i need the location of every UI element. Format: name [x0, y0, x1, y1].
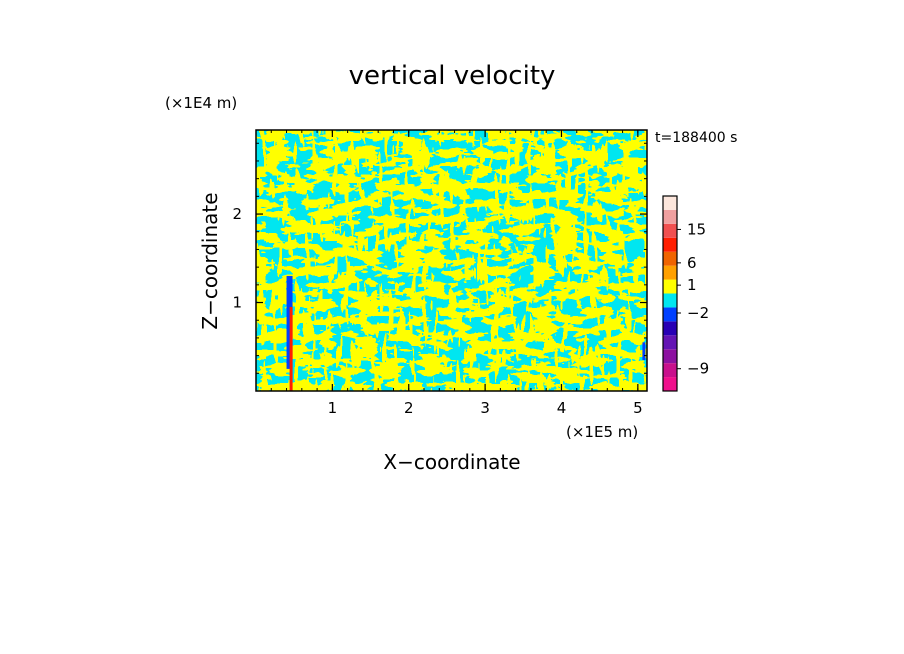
colorbar-swatch — [663, 251, 677, 266]
colorbar-label: 15 — [687, 220, 706, 238]
field-positive-upper — [256, 130, 647, 300]
updraft-streak — [289, 306, 293, 391]
colorbar-swatch — [663, 349, 677, 364]
colorbar-swatch — [663, 321, 677, 336]
chart-title: vertical velocity — [349, 61, 556, 91]
colorbar-label: 6 — [687, 254, 697, 272]
x-tick-label: 2 — [404, 399, 414, 417]
colorbar: 15 6 1 −2 −9 — [662, 195, 709, 392]
colorbar-label: −2 — [687, 304, 709, 322]
edge-streak — [642, 342, 646, 361]
colorbar-swatch — [663, 363, 677, 378]
colorbar-label: −9 — [687, 360, 709, 378]
colorbar-label: 1 — [687, 276, 697, 294]
x-tick-label: 4 — [557, 399, 567, 417]
time-label: t=188400 s — [655, 130, 737, 146]
x-unit-label: (×1E5 m) — [566, 423, 638, 441]
x-axis-label: X−coordinate — [383, 450, 520, 474]
colorbar-swatch — [663, 265, 677, 280]
downdraft-streak — [286, 275, 293, 369]
field-positive-lower — [256, 280, 647, 391]
colorbar-frame — [662, 195, 678, 392]
x-tick-label: 5 — [633, 399, 643, 417]
colorbar-swatch — [663, 196, 677, 210]
plot-frame — [255, 129, 648, 392]
x-tick-label: 3 — [480, 399, 490, 417]
y-tick-label: 2 — [232, 205, 242, 223]
colorbar-swatch — [663, 237, 677, 252]
y-unit-label: (×1E4 m) — [165, 94, 237, 112]
contour-field — [256, 130, 647, 391]
colorbar-swatch — [663, 279, 677, 294]
colorbar-swatch — [663, 335, 677, 350]
colorbar-swatch — [663, 377, 677, 391]
y-axis-label: Z−coordinate — [198, 192, 222, 329]
field-features — [286, 275, 646, 391]
colorbar-swatch — [663, 293, 677, 308]
y-axis: 12 — [232, 142, 647, 374]
colorbar-swatch — [663, 223, 677, 238]
x-tick-label: 1 — [328, 399, 338, 417]
colorbar-swatch — [663, 209, 677, 224]
y-tick-label: 1 — [232, 294, 242, 312]
colorbar-swatch — [663, 307, 677, 322]
x-axis: 1 2 3 4 5 — [270, 130, 643, 417]
